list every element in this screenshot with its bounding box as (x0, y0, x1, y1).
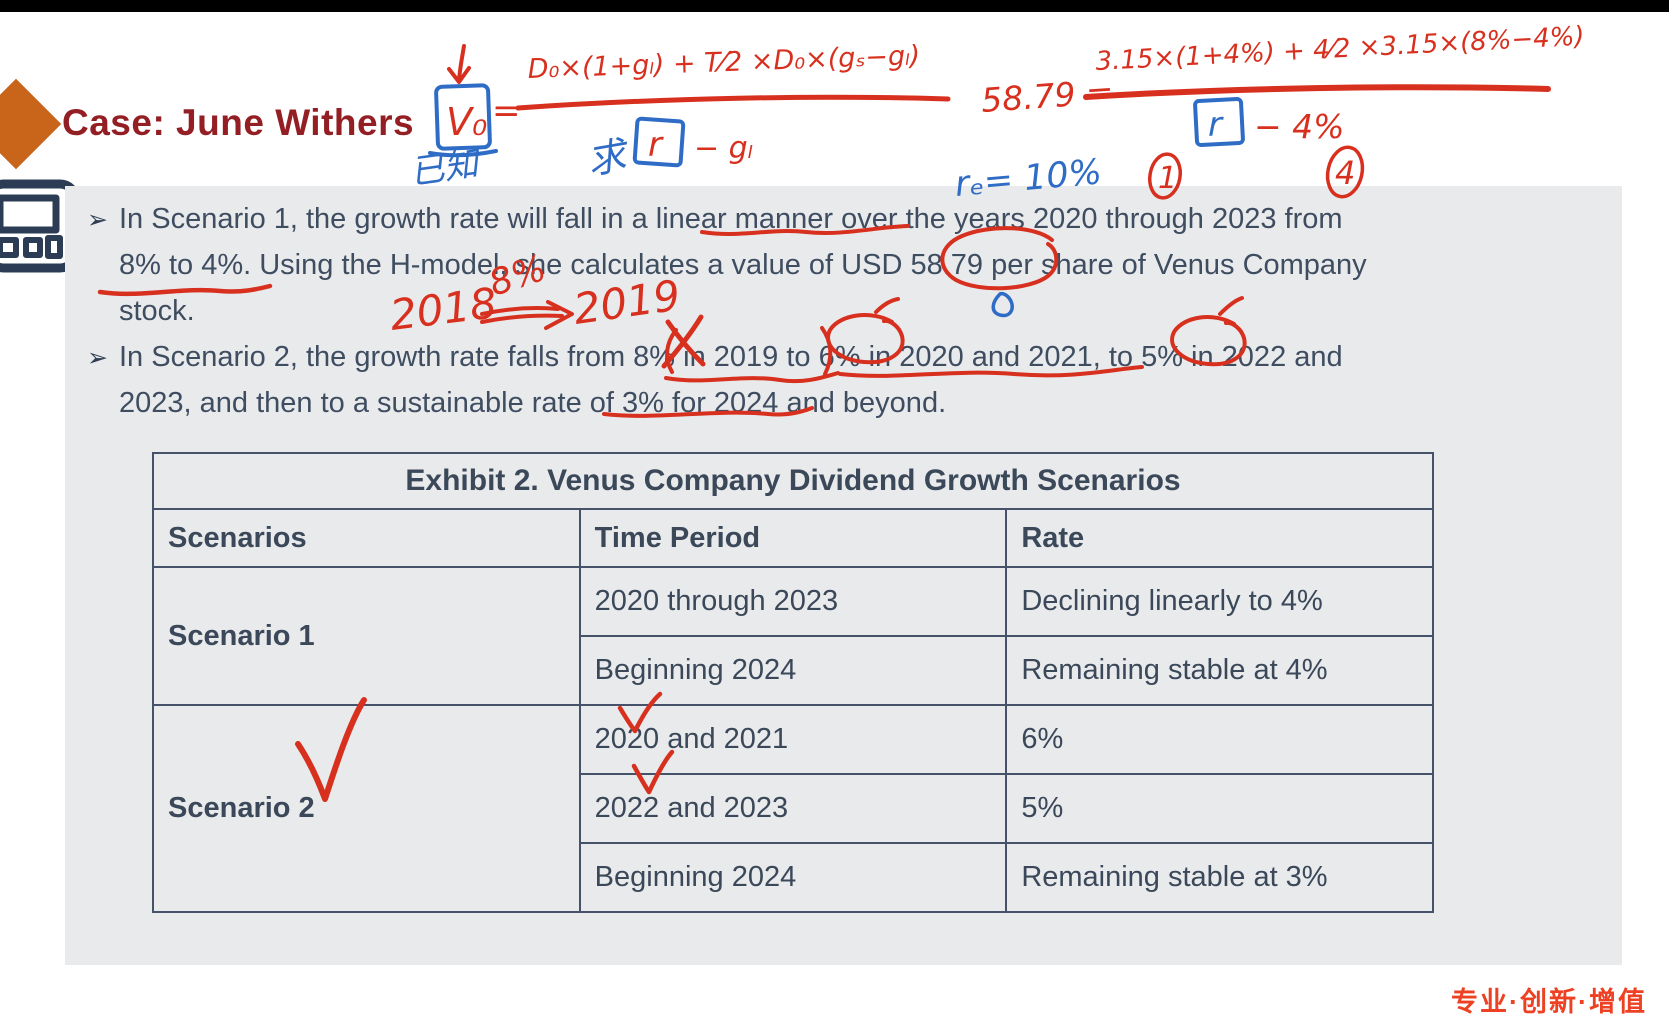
v0-box-underline (428, 149, 498, 158)
scenario2-row2-period: 2022 and 2023 (578, 773, 1008, 844)
r-symbol-1: r (648, 125, 664, 165)
fraction-bar-1 (515, 94, 951, 111)
scenario2-row2-rate: 5% (1005, 773, 1434, 844)
r-box-2 (1193, 97, 1245, 147)
top-bar (0, 0, 1669, 12)
col-header-time-period: Time Period (578, 508, 1008, 568)
result-value: 58.79 = (980, 72, 1115, 120)
bullet1-line2: 8% to 4%. Using the H-model, she calcula… (119, 249, 1367, 281)
h-model-numerator: D₀×(1+gₗ) + T⁄2 ×D₀×(gₛ−gₗ) (527, 40, 921, 85)
table-title: Exhibit 2. Venus Company Dividend Growth… (152, 452, 1434, 510)
denominator-rest-1: − gₗ (694, 131, 753, 166)
table-row: Beginning 2024 Remaining stable at 3% (153, 842, 1434, 913)
scenario1-row1-period: 2020 through 2023 (578, 566, 1008, 637)
denominator-rest-2: − 4% (1254, 107, 1345, 146)
page-title: Case: June Withers (62, 102, 415, 143)
scenario1-row2-rate: Remaining stable at 4% (1005, 635, 1434, 706)
r-symbol-2: r (1208, 105, 1224, 145)
table-row: 2022 and 2023 5% (153, 773, 1434, 844)
case-text-block: ➢ In Scenario 1, the growth rate will fa… (87, 196, 1607, 426)
exhibit-table: Exhibit 2. Venus Company Dividend Growth… (152, 452, 1434, 913)
footer-slogan: 专业·创新·增值 (1451, 987, 1647, 1017)
scenario2-label: Scenario 2 (152, 704, 581, 913)
bullet2-line2: 2023, and then to a sustainable rate of … (119, 387, 947, 419)
scenario2-row3-period: Beginning 2024 (578, 842, 1008, 913)
col-header-scenarios: Scenarios (152, 508, 581, 568)
scenario1-row2-period: Beginning 2024 (578, 635, 1008, 706)
diamond-bullet-icon (0, 78, 62, 170)
r-box-1 (632, 116, 686, 168)
col-header-rate: Rate (1005, 508, 1434, 568)
bullet2-line1: In Scenario 2, the growth rate falls fro… (119, 341, 1343, 373)
scenario2-row1-rate: 6% (1005, 704, 1434, 775)
v0-box (434, 83, 492, 151)
solve-label: 求 (584, 132, 634, 183)
bullet1-line1: In Scenario 1, the growth rate will fall… (119, 203, 1343, 235)
table-row: Scenario 1 2020 through 2023 Declining l… (152, 566, 1434, 706)
numeric-numerator: 3.15×(1+4%) + 4⁄2 ×3.15×(8%−4%) (1095, 21, 1585, 77)
fraction-bar-2 (1083, 84, 1551, 100)
red-down-arrow-icon (447, 44, 471, 84)
bullet-arrow-icon: ➢ (87, 344, 108, 372)
table-row: Scenario 2 2020 and 2021 6% (152, 704, 1434, 913)
v0-label: V₀ (446, 100, 487, 144)
scenario2-row1-period: 2020 and 2021 (578, 704, 1008, 775)
scenario2-row3-rate: Remaining stable at 3% (1005, 842, 1434, 913)
equals-sign: = (492, 91, 521, 131)
bullet1-line3: stock. (119, 295, 195, 327)
content-panel: ➢ In Scenario 1, the growth rate will fa… (65, 186, 1622, 965)
scenario1-row1-rate: Declining linearly to 4% (1005, 566, 1434, 637)
scenario1-label: Scenario 1 (152, 566, 581, 706)
bullet-arrow-icon: ➢ (87, 206, 108, 234)
calculator-icon (0, 179, 81, 273)
